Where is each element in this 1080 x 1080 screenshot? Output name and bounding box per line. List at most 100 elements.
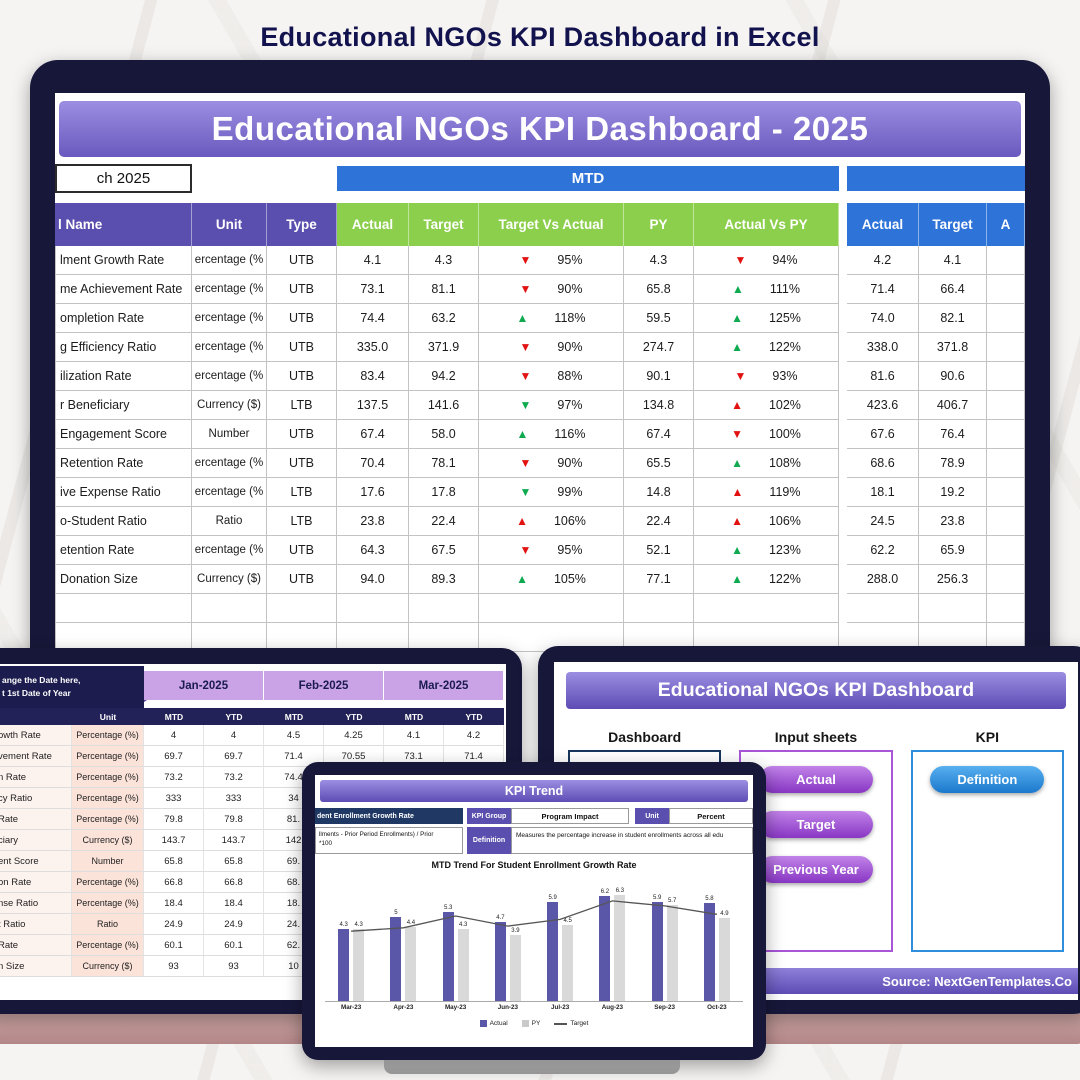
header-right-clipped: A: [987, 203, 1025, 246]
kpi-name-cell: ive Expense Ratio: [55, 478, 192, 507]
percent-value: 100%: [768, 427, 801, 441]
monthly-value-cell: 79.8: [204, 809, 264, 830]
target-button[interactable]: Target: [758, 811, 873, 838]
actual-button[interactable]: Actual: [758, 766, 873, 793]
monthly-unit-cell: Percentage (%): [72, 935, 144, 956]
legend-item: Actual: [479, 1020, 508, 1027]
monthly-unit-cell: Currency ($): [72, 830, 144, 851]
monthly-unit-cell: Percentage (%): [72, 788, 144, 809]
mtd-target-cell: [409, 594, 479, 623]
type-cell: UTB: [267, 420, 337, 449]
trend-arrow-icon: ▲: [731, 282, 744, 296]
table-row: [55, 594, 1025, 623]
header-target: Target: [409, 203, 479, 246]
target-vs-actual-cell: ▲ 118%: [479, 304, 624, 333]
actual-vs-py-cell: [694, 594, 839, 623]
bar-value-label: 4.7: [496, 915, 505, 921]
unit-cell: ercentage (%: [192, 536, 267, 565]
percent-value: 94%: [772, 253, 798, 267]
monthly-row: vement Rate Percentage (%) 69.7 69.7 71.4 70.…: [0, 746, 504, 767]
section-gap: [839, 275, 847, 304]
right-actual-cell: 338.0: [847, 333, 919, 362]
kpi-name-cell: Retention Rate: [55, 449, 192, 478]
right-target-cell: 65.9: [919, 536, 987, 565]
target-vs-actual-cell: ▼ 88%: [479, 362, 624, 391]
unit-cell: ercentage (%: [192, 333, 267, 362]
subheader-blank: [0, 708, 72, 725]
section-title-kpi: KPI: [975, 729, 999, 745]
target-vs-actual-cell: ▲ 116%: [479, 420, 624, 449]
py-bar: [353, 929, 365, 1001]
actual-vs-py-cell: ▲ 123%: [694, 536, 839, 565]
type-cell: UTB: [267, 565, 337, 594]
monthly-unit-cell: Currency ($): [72, 956, 144, 977]
trend-arrow-icon: ▲: [516, 311, 529, 325]
actual-bar: [390, 917, 402, 1001]
mtd-band: MTD: [337, 166, 839, 191]
legend-swatch-icon: [521, 1020, 529, 1027]
percent-value: 90%: [557, 456, 583, 470]
trend-arrow-icon: ▼: [731, 427, 743, 441]
header-type: Type: [267, 203, 337, 246]
clipped-cell: [987, 362, 1025, 391]
right-actual-cell: 18.1: [847, 478, 919, 507]
monthly-unit-cell: Percentage (%): [72, 746, 144, 767]
trend-chart-title: MTD Trend For Student Enrollment Growth …: [431, 860, 637, 870]
target-vs-actual-cell: ▼ 90%: [479, 333, 624, 362]
main-table-body: lment Growth Rate ercentage (% UTB 4.1 4.3 ▼ 9…: [55, 246, 1025, 652]
monthly-value-cell: 143.7: [204, 830, 264, 851]
monthly-value-cell: 18.4: [204, 893, 264, 914]
section-gap: [839, 536, 847, 565]
bar-value-label: 5.3: [443, 905, 453, 911]
previous-year-button[interactable]: Previous Year: [758, 856, 873, 883]
clipped-cell: [987, 536, 1025, 565]
table-row: me Achievement Rate ercentage (% UTB 73.1 81…: [55, 275, 1025, 304]
trend-arrow-icon: ▲: [731, 543, 743, 557]
month-feb: Feb-2025: [264, 671, 384, 700]
legend-item: Target: [554, 1020, 588, 1027]
table-row: o-Student Ratio Ratio LTB 23.8 22.4 ▲ 106% 22.4…: [55, 507, 1025, 536]
monthly-value-cell: 4: [144, 725, 204, 746]
monthly-value-cell: 73.2: [144, 767, 204, 788]
actual-vs-py-cell: ▲ 108%: [694, 449, 839, 478]
definition-button[interactable]: Definition: [930, 766, 1045, 793]
kpi-name-cell: r Beneficiary: [55, 391, 192, 420]
table-row: Donation Size Currency ($) UTB 94.0 89.3 ▲ 105…: [55, 565, 1025, 594]
unit-label: Unit: [635, 808, 669, 824]
month-mar: Mar-2025: [384, 671, 504, 700]
trend-screen: KPI Trend dent Enrollment Growth Rate KP…: [315, 775, 753, 1047]
percent-value: 99%: [557, 485, 583, 499]
actual-vs-py-cell: ▼ 94%: [694, 246, 839, 275]
percent-value: 111%: [769, 282, 800, 296]
target-vs-actual-cell: ▼ 97%: [479, 391, 624, 420]
nav-col-input-sheets: Input sheets Actual Target Previous Year: [739, 724, 893, 952]
bar-value-label: 5.9: [652, 895, 662, 901]
date-selector[interactable]: ch 2025: [55, 164, 192, 193]
mtd-target-cell: 371.9: [409, 333, 479, 362]
callout-line1: ange the Date here,: [2, 674, 81, 685]
bar-value-label: 5.7: [667, 898, 677, 904]
py-cell: 14.8: [624, 478, 694, 507]
trend-arrow-icon: ▼: [519, 456, 532, 470]
target-vs-actual-cell: ▼ 90%: [479, 449, 624, 478]
kpi-name-cell: Engagement Score: [55, 420, 192, 449]
mtd-target-cell: 141.6: [409, 391, 479, 420]
subheader-unit: Unit: [99, 711, 117, 722]
unit-cell: Currency ($): [192, 565, 267, 594]
table-row: Retention Rate ercentage (% UTB 70.4 78.1 ▼ 90…: [55, 449, 1025, 478]
kpi-name-cell: me Achievement Rate: [55, 275, 192, 304]
trend-arrow-icon: ▼: [519, 369, 532, 383]
target-vs-actual-cell: ▲ 106%: [479, 507, 624, 536]
subheader-ytd-2: YTD: [345, 711, 363, 722]
bar-value-label: 4.3: [458, 922, 468, 928]
mtd-actual-cell: 137.5: [337, 391, 409, 420]
monthly-value-cell: 71.4: [264, 746, 324, 767]
actual-vs-py-cell: ▲ 122%: [694, 565, 839, 594]
clipped-cell: [987, 420, 1025, 449]
right-actual-cell: 67.6: [847, 420, 919, 449]
kpi-name-box: dent Enrollment Growth Rate: [315, 808, 463, 824]
monthly-unit-cell: Percentage (%): [72, 809, 144, 830]
percent-value: 95%: [557, 543, 583, 557]
monthly-name-cell: vement Rate: [0, 746, 72, 767]
formula-box: llments - Prior Period Enrollments) / Pr…: [315, 827, 463, 854]
